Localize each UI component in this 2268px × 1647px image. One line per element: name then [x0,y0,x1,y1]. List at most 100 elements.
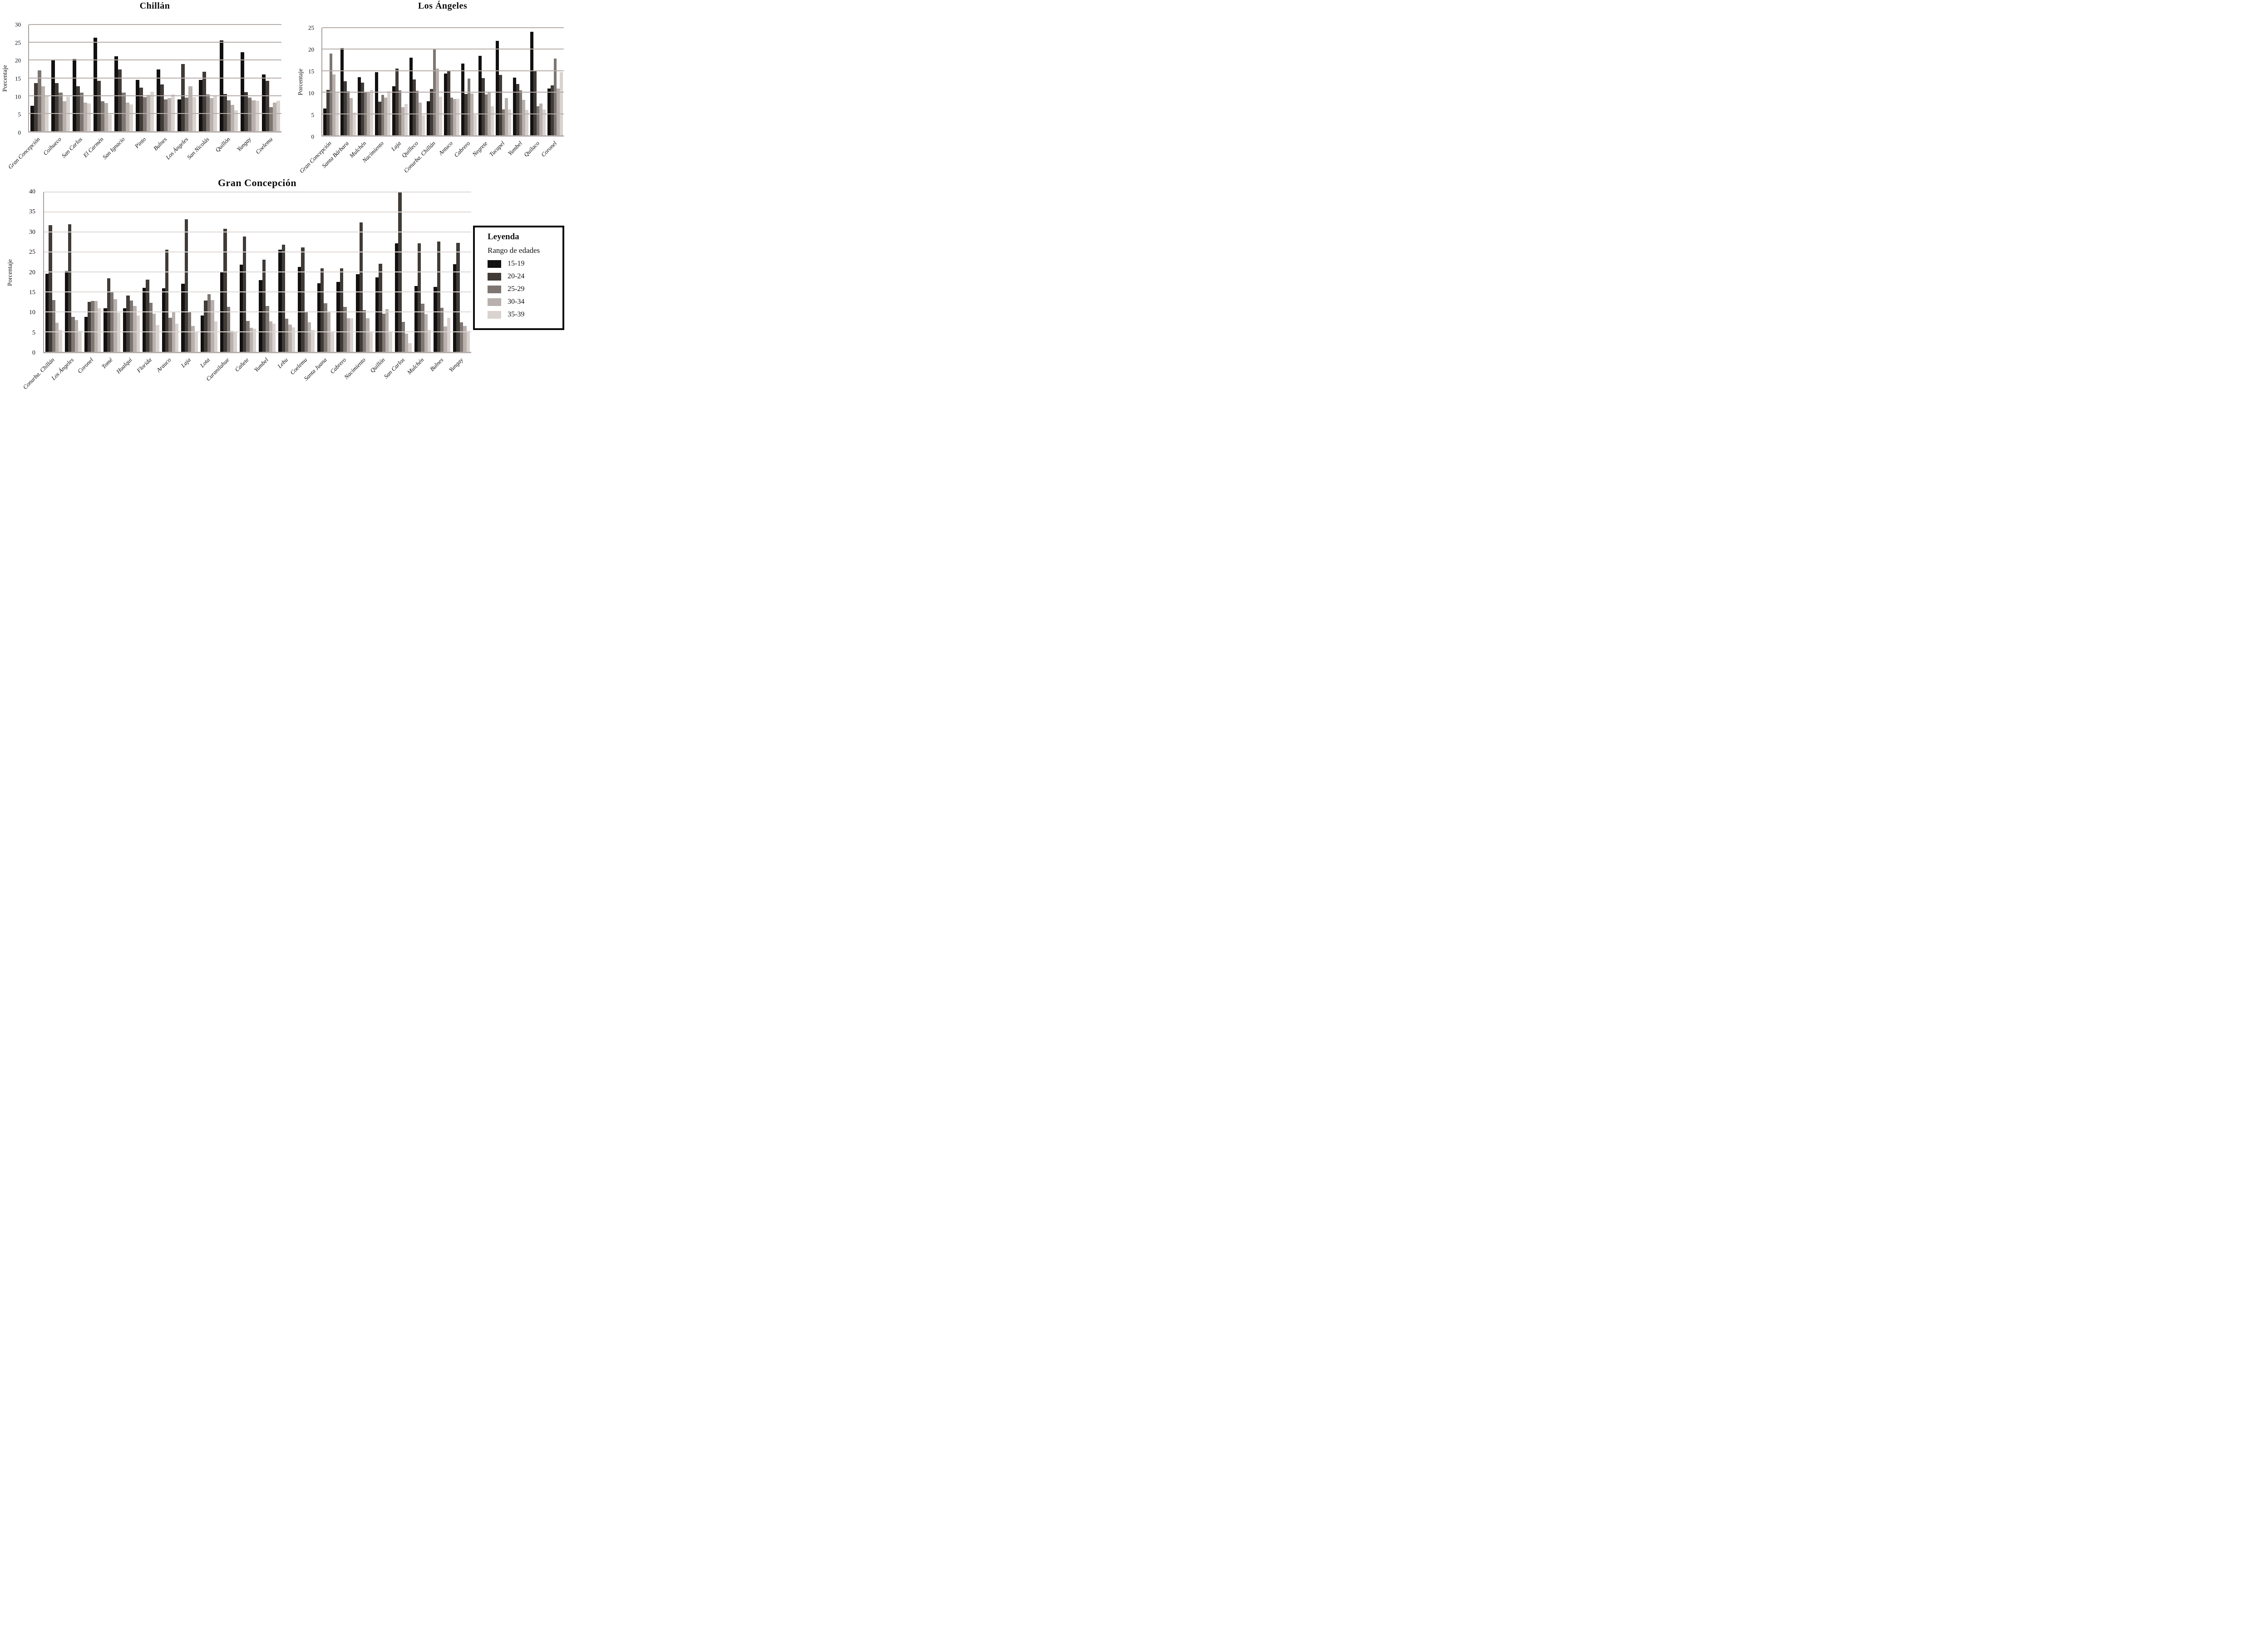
x-axis-labels: Gran Concepción Santa Bárbara Mulchén Nacim… [298,137,564,181]
bar-15-19 [259,280,262,352]
bar-20-24 [243,236,247,352]
bar-group [277,192,296,352]
bar-20-24 [412,79,416,135]
y-tick-label: 40 [29,188,35,195]
bar-30-34 [463,325,467,352]
bar-30-34 [539,103,543,135]
bar-35-39 [508,109,511,135]
bar-20-24 [359,222,363,352]
bar-15-19 [219,40,224,131]
bar-30-34 [55,322,59,352]
bar-35-39 [78,331,82,352]
bar-25-29 [38,70,42,131]
bar-30-34 [168,98,172,131]
bar-15-19 [181,283,185,352]
bar-35-39 [491,106,494,135]
bar-35-39 [456,99,459,135]
legend-item-label: 35-39 [508,311,525,318]
bar-group [340,28,357,135]
gridline [29,77,281,79]
bar-30-34 [366,318,370,352]
gridline [44,311,471,312]
plot-area [321,27,564,137]
bar-35-39 [214,321,217,352]
bar-25-29 [269,107,273,131]
x-axis-label-cell: Quilaco [523,137,547,181]
bar-30-34 [385,309,389,352]
bar-20-24 [181,64,185,131]
bar-group [141,192,161,352]
plot-area [28,24,281,133]
bar-20-24 [340,268,344,352]
bar-15-19 [434,286,437,352]
legend-item: 15-19 [488,260,560,268]
bar-group [71,25,92,131]
bar-group [426,28,443,135]
bar-25-29 [52,300,56,352]
x-axis-label-cell: Bulnes [429,353,452,412]
bar-20-24 [301,247,305,352]
gridline [29,24,281,25]
bar-group [322,28,340,135]
x-axis-label-cell: Coelemu [289,353,316,412]
legend-items: 15-19 20-24 25-29 30-34 35-39 [488,260,560,319]
x-axis-label-cell: Yumbel [506,137,529,181]
legend-swatch-25-29 [488,285,501,293]
x-axis-label-cell: Hualqui [115,353,140,412]
bar-group [261,25,281,131]
bar-30-34 [444,326,447,352]
bar-group [413,192,433,352]
bar-group [176,25,197,131]
bar-15-19 [123,308,127,352]
y-tick-label: 25 [29,249,35,256]
bar-15-19 [530,32,533,135]
bar-15-19 [394,243,399,352]
bar-30-34 [401,107,405,135]
x-axis-label-cell: Conurba. Chillán [21,353,63,412]
bar-15-19 [392,86,395,135]
x-axis-label-cell: Coronel [76,353,102,412]
bar-group [374,28,391,135]
bar-25-29 [149,302,153,352]
bar-30-34 [272,103,276,131]
bar-20-24 [417,243,421,352]
legend-item: 20-24 [488,272,560,281]
bar-group [239,25,260,131]
gridline [44,271,471,272]
bar-25-29 [227,100,231,131]
bar-20-24 [429,89,433,135]
y-tick-label: 0 [18,129,21,136]
bar-30-34 [424,314,428,352]
bar-30-34 [557,88,560,135]
bar-15-19 [142,288,146,352]
bar-20-24 [343,81,347,135]
chart-title-gran-concepcion: Gran Concepción [217,177,297,188]
chart-gran-concepcion: Gran Concepción Porcentaje 0 5 10 15 20 25 30 3… [0,177,499,412]
bar-20-24 [498,75,502,135]
gridline [29,113,281,114]
y-axis-ticks: 0 5 10 15 20 25 [296,25,318,140]
bar-15-19 [156,69,161,131]
bar-25-29 [553,59,557,135]
bar-group [199,192,219,352]
bar-35-39 [525,110,528,135]
bar-30-34 [191,325,195,352]
bar-20-24 [97,80,101,131]
bar-group [218,25,239,131]
bar-30-34 [230,331,234,352]
bar-25-29 [59,92,63,131]
bar-25-29 [519,90,523,135]
x-axis-label-cell: Negrete [471,137,494,181]
bar-25-29 [101,101,105,131]
bar-15-19 [358,77,361,135]
y-tick-label: 15 [308,68,314,75]
bar-35-39 [422,115,425,135]
bar-group [44,192,64,352]
chart-chillan: Chillán Porcentaje 0 5 10 15 20 25 30 Gran Con… [0,0,293,181]
y-tick-label: 15 [15,75,21,82]
bar-25-29 [343,306,347,352]
bar-20-24 [126,295,130,352]
bar-35-39 [291,327,295,352]
bar-20-24 [437,242,441,352]
bar-group [374,192,394,352]
